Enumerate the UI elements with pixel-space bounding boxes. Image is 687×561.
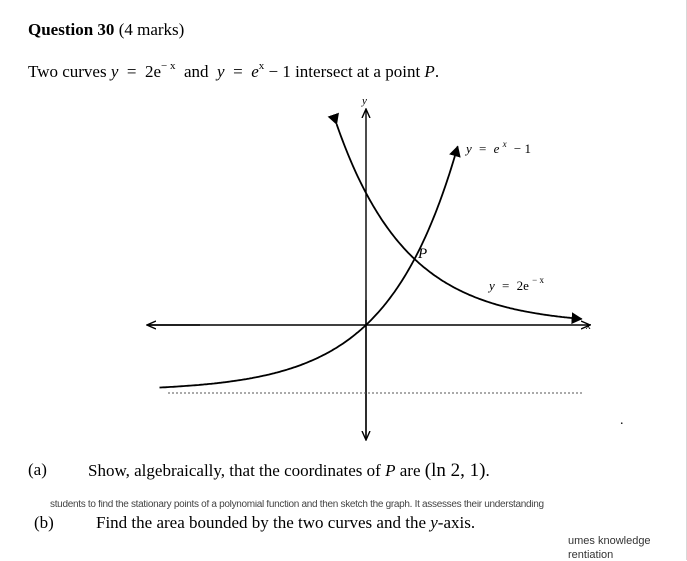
intro-point: P xyxy=(424,62,435,81)
part-a-text-start: Show, algebraically, that the coordinate… xyxy=(88,461,381,480)
curve1-eq: = xyxy=(479,141,486,156)
intro-y1: y xyxy=(110,62,119,81)
part-b-axis: y xyxy=(430,513,438,532)
curve1-lhs: y xyxy=(464,141,472,156)
part-a-label: (a) xyxy=(28,460,47,479)
intro-base1: 2e xyxy=(144,62,162,81)
intro-eq1: = xyxy=(126,62,137,81)
part-a-coords: (ln 2, 1) xyxy=(424,460,486,481)
question-number: Question 30 xyxy=(28,20,115,39)
part-b-text: Find the area bounded by the two curves … xyxy=(96,513,475,533)
curve1-base: e xyxy=(494,141,500,156)
intro-base2: e xyxy=(251,62,259,81)
intro-text-start: Two curves xyxy=(28,62,107,81)
intro-eq2: = xyxy=(233,62,243,81)
curve-two-e-neg-x xyxy=(327,112,583,325)
part-a-text-mid: are xyxy=(399,461,421,480)
side-note-line2: rentiation xyxy=(568,549,614,561)
curve-exp-minus-one xyxy=(159,145,461,389)
part-a-point: P xyxy=(385,461,396,480)
curve2-eq: = xyxy=(502,278,509,293)
y-axis-label: y xyxy=(361,95,367,107)
curve1-exp: x xyxy=(502,139,507,149)
part-a-period: . xyxy=(485,461,490,480)
intro-exp2: x xyxy=(258,60,265,72)
stray-dot: . xyxy=(620,413,624,428)
part-a-text: Show, algebraically, that the coordinate… xyxy=(88,460,490,482)
intro-period: . xyxy=(434,62,440,81)
intro-y2: y xyxy=(217,62,225,81)
part-a: (a) xyxy=(28,460,47,480)
part-b-label: (b) xyxy=(34,513,54,532)
curve1-label: y = e x − 1 xyxy=(464,135,531,156)
question-marks: (4 marks) xyxy=(118,20,185,39)
side-note-line1: umes knowledge xyxy=(568,535,651,547)
part-b-text-start: Find the area bounded by the two curves … xyxy=(96,513,426,532)
x-axis-label: x xyxy=(585,320,591,332)
curve2-lhs: y xyxy=(487,278,495,293)
question-heading: Question 30 (4 marks) xyxy=(28,20,184,40)
intro-and: and xyxy=(184,62,209,81)
intro-text-end: intersect at a point xyxy=(295,62,421,81)
intro-exp1: − x xyxy=(161,60,176,72)
curve2-label: y = 2e − x xyxy=(487,275,544,293)
intro-rest2: − 1 xyxy=(268,62,291,81)
curve2-base: 2e xyxy=(517,278,530,293)
curve2-exp: − x xyxy=(532,275,544,285)
curve1-rest: − 1 xyxy=(514,141,531,156)
intro-sentence: Two curves y = 2e− x and y = ex − 1 inte… xyxy=(28,60,439,82)
point-p-label: P xyxy=(417,246,427,262)
part-b-text-end: -axis. xyxy=(437,513,476,532)
overlay-text-fragment: students to find the stationary points o… xyxy=(50,500,544,509)
part-b: (b) xyxy=(34,513,54,533)
